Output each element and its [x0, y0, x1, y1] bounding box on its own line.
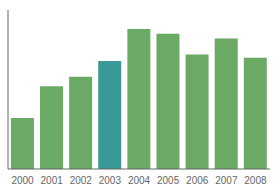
- svg-text:2005: 2005: [157, 175, 180, 186]
- svg-text:2004: 2004: [128, 175, 151, 186]
- svg-text:2002: 2002: [70, 175, 93, 186]
- svg-text:2000: 2000: [11, 175, 34, 186]
- svg-text:2006: 2006: [186, 175, 209, 186]
- svg-text:2008: 2008: [244, 175, 267, 186]
- svg-text:2001: 2001: [41, 175, 64, 186]
- svg-text:2007: 2007: [215, 175, 238, 186]
- svg-text:2003: 2003: [99, 175, 122, 186]
